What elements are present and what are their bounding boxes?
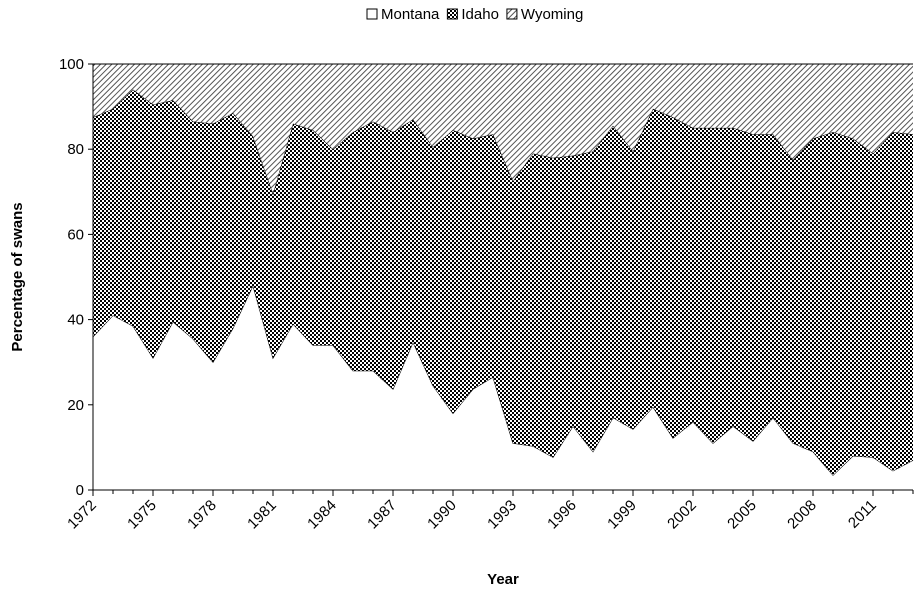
y-tick-label: 100 — [59, 56, 84, 73]
x-tick-label: 1999 — [604, 497, 640, 533]
legend-label: Idaho — [461, 6, 499, 23]
legend-swatch — [506, 8, 518, 20]
y-tick-label: 80 — [67, 141, 84, 158]
x-tick-label: 1987 — [364, 497, 400, 533]
x-tick-label: 1981 — [244, 497, 280, 533]
x-tick-label: 2002 — [664, 497, 700, 533]
x-tick-label: 1984 — [304, 497, 340, 533]
x-tick-label: 1993 — [484, 497, 520, 533]
y-tick-label: 0 — [76, 482, 84, 499]
legend-label: Montana — [381, 6, 440, 23]
x-tick-label: 1975 — [124, 497, 160, 533]
x-tick-label: 2011 — [845, 497, 880, 532]
area-edge — [92, 88, 914, 196]
y-tick-label: 40 — [67, 312, 84, 329]
x-tick-label: 1990 — [424, 497, 460, 533]
legend-label: Wyoming — [521, 6, 583, 23]
x-tick-label: 2008 — [784, 497, 820, 533]
area — [93, 64, 913, 194]
x-tick-label: 1978 — [184, 497, 220, 533]
x-tick-label: 2005 — [724, 497, 760, 533]
legend-swatch — [446, 8, 458, 20]
area — [93, 89, 913, 476]
y-tick-label: 60 — [67, 226, 84, 243]
y-tick-label: 20 — [67, 397, 84, 414]
area — [93, 285, 913, 490]
legend-swatch — [366, 8, 378, 20]
y-axis-title: Percentage of swans — [9, 202, 26, 351]
x-tick-label: 1972 — [64, 497, 100, 533]
x-tick-label: 1996 — [544, 497, 580, 533]
x-axis-title: Year — [487, 571, 519, 588]
